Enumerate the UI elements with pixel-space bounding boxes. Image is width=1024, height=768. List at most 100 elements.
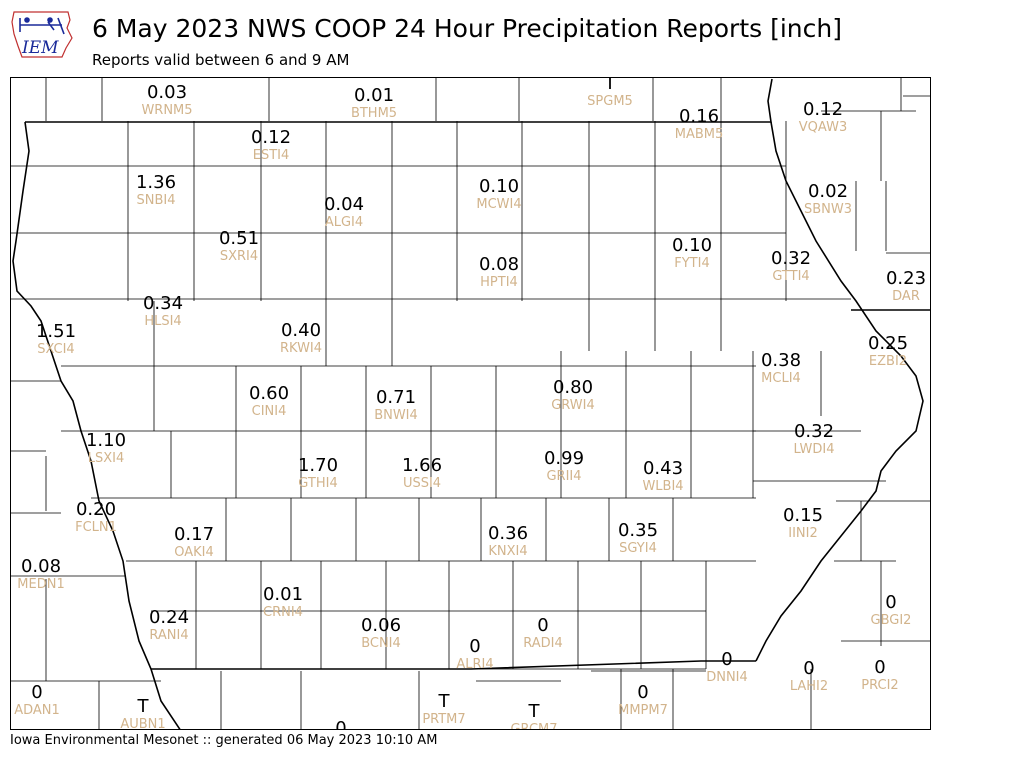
- station-value: 0.51: [219, 228, 259, 249]
- station-value: 0.12: [251, 127, 291, 148]
- station-id: DAR: [892, 289, 920, 304]
- station-id: PRCI2: [861, 678, 898, 693]
- station-value: 0.17: [174, 524, 214, 545]
- station-value: 0.08: [21, 556, 61, 577]
- station-id: ADAN1: [14, 703, 60, 718]
- station-value: 0: [803, 658, 814, 679]
- station-value: 0.15: [783, 505, 823, 526]
- station-id: SXCI4: [37, 342, 74, 357]
- station-id: MCLI4: [761, 371, 801, 386]
- station-value: 0: [335, 718, 346, 730]
- station-id: LWDI4: [793, 442, 834, 457]
- station-id: GRWI4: [551, 398, 595, 413]
- station-id: ESTI4: [253, 148, 290, 163]
- station-value: 0: [885, 592, 896, 613]
- station-id: MABM5: [675, 127, 724, 142]
- station-value: 0.40: [281, 320, 321, 341]
- station-value: T: [137, 696, 150, 717]
- station-labels: 0.03WRNM50.01BTHM5TSPGM50.16MABM50.12VQA…: [14, 78, 926, 730]
- station-id: VQAW3: [799, 120, 847, 135]
- station-id: CINI4: [252, 404, 287, 419]
- station-id: BCNI4: [361, 636, 401, 651]
- station-value: 0.60: [249, 383, 289, 404]
- station-id: LSXI4: [88, 451, 125, 466]
- station-id: WRNM5: [141, 103, 192, 118]
- station-id: FCLN1: [75, 520, 117, 535]
- county-lines: [11, 78, 930, 729]
- station-value: 0.80: [553, 377, 593, 398]
- station-id: PRTM7: [422, 712, 465, 727]
- station-value: 0.25: [868, 333, 908, 354]
- iem-logo: IEM: [11, 11, 73, 58]
- station-value: 0.99: [544, 448, 584, 469]
- station-id: MMPM7: [618, 703, 668, 718]
- map-canvas: 0.03WRNM50.01BTHM5TSPGM50.16MABM50.12VQA…: [11, 78, 930, 730]
- station-value: 0.71: [376, 387, 416, 408]
- station-value: 0.01: [354, 85, 394, 106]
- station-value: 0: [721, 649, 732, 670]
- station-id: MCWI4: [476, 197, 521, 212]
- station-id: HPTI4: [480, 275, 518, 290]
- page-title: 6 May 2023 NWS COOP 24 Hour Precipitatio…: [92, 14, 842, 43]
- station-value: 0.32: [771, 248, 811, 269]
- station-value: 0: [874, 657, 885, 678]
- station-id: OAKI4: [174, 545, 214, 560]
- station-value: 0.38: [761, 350, 801, 371]
- station-id: SXRI4: [220, 249, 258, 264]
- station-value: T: [438, 691, 451, 712]
- station-value: 0: [469, 636, 480, 657]
- page-subtitle: Reports valid between 6 and 9 AM: [92, 51, 350, 69]
- station-value: 0.10: [479, 176, 519, 197]
- station-value: 0.23: [886, 268, 926, 289]
- station-id: USSI4: [403, 476, 441, 491]
- station-id: BTHM5: [351, 106, 397, 121]
- station-value: 0.16: [679, 106, 719, 127]
- station-id: GTTI4: [772, 269, 809, 284]
- station-value: 0.32: [794, 421, 834, 442]
- station-id: LAHI2: [790, 679, 828, 694]
- station-id: GRII4: [546, 469, 581, 484]
- station-value: 0: [537, 615, 548, 636]
- station-id: SBNW3: [804, 202, 852, 217]
- station-value: T: [604, 78, 617, 94]
- station-value: 0.34: [143, 293, 183, 314]
- station-id: EZBI2: [869, 354, 907, 369]
- state-borders: [12, 78, 930, 729]
- station-id: RKWI4: [280, 341, 322, 356]
- station-id: FYTI4: [674, 256, 709, 271]
- station-id: GBGI2: [871, 613, 912, 628]
- station-value: 0.02: [808, 181, 848, 202]
- station-id: SPGM5: [587, 94, 633, 109]
- station-value: 0.36: [488, 523, 528, 544]
- station-id: MEDN1: [17, 577, 64, 592]
- station-value: 0: [31, 682, 42, 703]
- station-id: KNXI4: [488, 544, 527, 559]
- station-value: 0.08: [479, 254, 519, 275]
- station-id: CRNI4: [263, 605, 303, 620]
- station-id: GTHI4: [298, 476, 337, 491]
- station-id: HLSI4: [144, 314, 181, 329]
- station-value: 0.03: [147, 82, 187, 103]
- footer-credit: Iowa Environmental Mesonet :: generated …: [10, 733, 438, 748]
- station-value: 0: [637, 682, 648, 703]
- station-id: DNNI4: [706, 670, 748, 685]
- station-value: T: [528, 701, 541, 722]
- station-value: 0.01: [263, 584, 303, 605]
- station-id: GRCM7: [510, 722, 557, 730]
- station-value: 1.10: [86, 430, 126, 451]
- station-id: BNWI4: [374, 408, 418, 423]
- station-value: 0.35: [618, 520, 658, 541]
- station-value: 0.24: [149, 607, 189, 628]
- station-value: 1.70: [298, 455, 338, 476]
- station-value: 1.51: [36, 321, 76, 342]
- station-id: SNBI4: [137, 193, 176, 208]
- station-id: RANI4: [149, 628, 188, 643]
- station-value: 0.10: [672, 235, 712, 256]
- station-id: ALGI4: [325, 215, 363, 230]
- station-value: 0.20: [76, 499, 116, 520]
- station-value: 1.36: [136, 172, 176, 193]
- station-value: 1.66: [402, 455, 442, 476]
- station-id: ALRI4: [456, 657, 493, 672]
- station-id: SGYI4: [619, 541, 657, 556]
- station-id: RADI4: [523, 636, 563, 651]
